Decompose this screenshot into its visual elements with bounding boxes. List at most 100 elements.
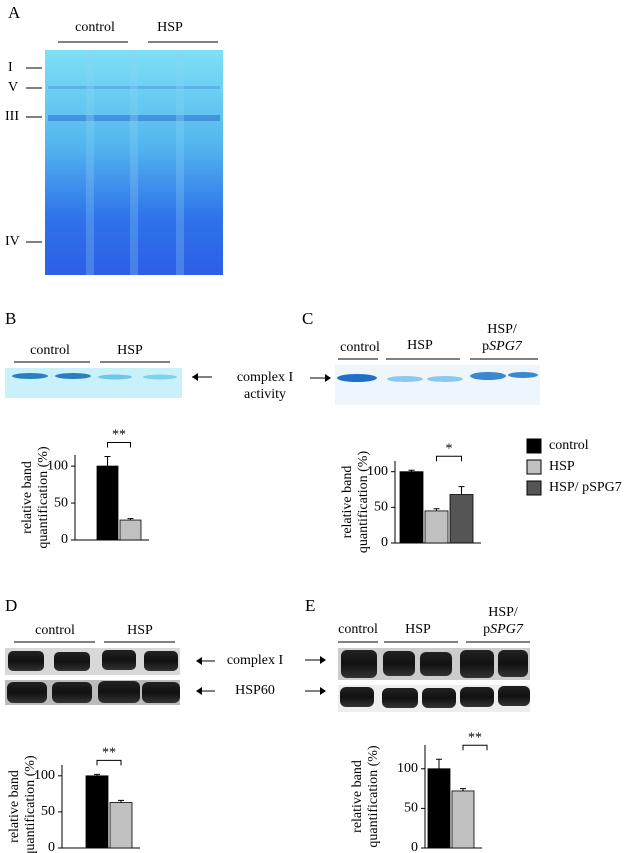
marker-label: III: [5, 109, 19, 124]
y-axis-label: relative band: [340, 466, 355, 539]
y-axis-label: relative band: [7, 770, 22, 843]
error-bar: [436, 758, 442, 769]
lane-label: HSP: [407, 338, 433, 353]
y-tick-label: 50: [404, 801, 418, 816]
gel-bands: [8, 650, 178, 671]
gel: [335, 365, 540, 405]
panel-c: C control HSP HSP/ pSPG7: [302, 309, 540, 405]
gel: [45, 50, 223, 275]
legend-label: control: [549, 438, 589, 453]
row-label: complex I: [227, 653, 284, 668]
error-bar: [433, 508, 440, 511]
error-bar: [104, 455, 111, 467]
significance-label: *: [446, 441, 453, 456]
bar: [427, 768, 451, 849]
y-tick-label: 100: [397, 761, 418, 776]
y-tick-label: 0: [48, 840, 55, 853]
panel-d: D control HSP complex I HSP60: [5, 596, 284, 705]
bar: [96, 465, 119, 541]
error-bar: [458, 486, 465, 495]
y-axis-label: quantification (%): [356, 451, 371, 554]
legend-label: HSP/ pSPG7: [549, 480, 622, 495]
arrow-head: [320, 656, 326, 664]
y-tick-label: 50: [54, 495, 68, 510]
y-axis-label: quantification (%): [366, 745, 381, 848]
gel-bands: [341, 650, 528, 678]
lane-label: HSP: [405, 622, 431, 637]
y-tick-label: 50: [41, 804, 55, 819]
arrow-head: [196, 687, 202, 695]
panel-a: A control HSP I V III IV: [5, 3, 223, 275]
panel-label: D: [5, 596, 17, 615]
bar: [451, 790, 475, 849]
gel-bands: [337, 372, 538, 382]
arrow-label: activity: [244, 387, 286, 402]
error-bar: [94, 773, 100, 776]
significance-bracket: [96, 759, 122, 766]
legend-label: HSP: [549, 459, 575, 474]
arrow-head: [320, 687, 326, 695]
y-tick-label: 100: [34, 768, 55, 783]
legend-swatch: [526, 480, 542, 496]
panel-e: E control HSP HSP/ pSPG7: [305, 596, 530, 712]
panel-label: A: [8, 3, 21, 22]
bar: [449, 494, 474, 544]
lane-label: HSP: [127, 623, 153, 638]
gel: [5, 368, 182, 398]
gel-bands: [48, 50, 220, 275]
marker-label: I: [8, 60, 13, 75]
lane-label: control: [35, 623, 75, 638]
legend-swatch: [526, 438, 542, 454]
panel-b: B control HSP complex I activity: [5, 309, 294, 402]
gel-bands: [340, 686, 530, 708]
panel-label: C: [302, 309, 313, 328]
lane-label: control: [338, 622, 378, 637]
panel-label: E: [305, 596, 315, 615]
lane-label: control: [75, 20, 115, 35]
lane-label: HSP: [117, 343, 143, 358]
arrow-head: [325, 374, 331, 382]
lane-label: pSPG7: [482, 339, 523, 354]
y-tick-label: 100: [47, 458, 68, 473]
y-tick-label: 50: [374, 500, 388, 515]
y-axis-label: relative band: [20, 461, 35, 534]
gel-bands: [7, 681, 180, 703]
significance-bracket: [462, 744, 488, 751]
significance-label: **: [112, 428, 126, 443]
significance-bracket: [107, 441, 131, 448]
lane-label: control: [30, 343, 70, 358]
error-bar: [460, 788, 466, 791]
y-axis-label: quantification (%): [36, 446, 51, 549]
y-axis-label: relative band: [350, 760, 365, 833]
significance-label: **: [468, 730, 482, 745]
lane-label: pSPG7: [483, 622, 524, 637]
error-bar: [127, 518, 134, 521]
y-tick-label: 0: [61, 532, 68, 547]
marker-label: V: [8, 80, 18, 95]
bar: [424, 510, 449, 544]
lane-label: HSP/: [487, 322, 517, 337]
gel-bands: [12, 373, 177, 380]
y-tick-label: 0: [381, 535, 388, 550]
error-bar: [118, 799, 124, 803]
arrow-head: [192, 373, 198, 381]
panel-label: B: [5, 309, 16, 328]
bar: [109, 802, 133, 849]
bar: [119, 519, 142, 541]
row-label: HSP60: [235, 683, 275, 698]
arrow-label: complex I: [237, 370, 294, 385]
significance-label: **: [102, 746, 116, 761]
bar: [85, 775, 109, 849]
y-tick-label: 100: [367, 464, 388, 479]
y-tick-label: 0: [411, 840, 418, 853]
lane-label: HSP: [157, 20, 183, 35]
error-bar: [408, 469, 415, 472]
bar: [399, 471, 424, 544]
significance-bracket: [436, 455, 462, 462]
marker-label: IV: [5, 234, 20, 249]
legend-swatch: [526, 459, 542, 475]
y-axis-label: quantification (%): [23, 755, 38, 853]
lane-label: control: [340, 340, 380, 355]
arrow-head: [196, 657, 202, 665]
